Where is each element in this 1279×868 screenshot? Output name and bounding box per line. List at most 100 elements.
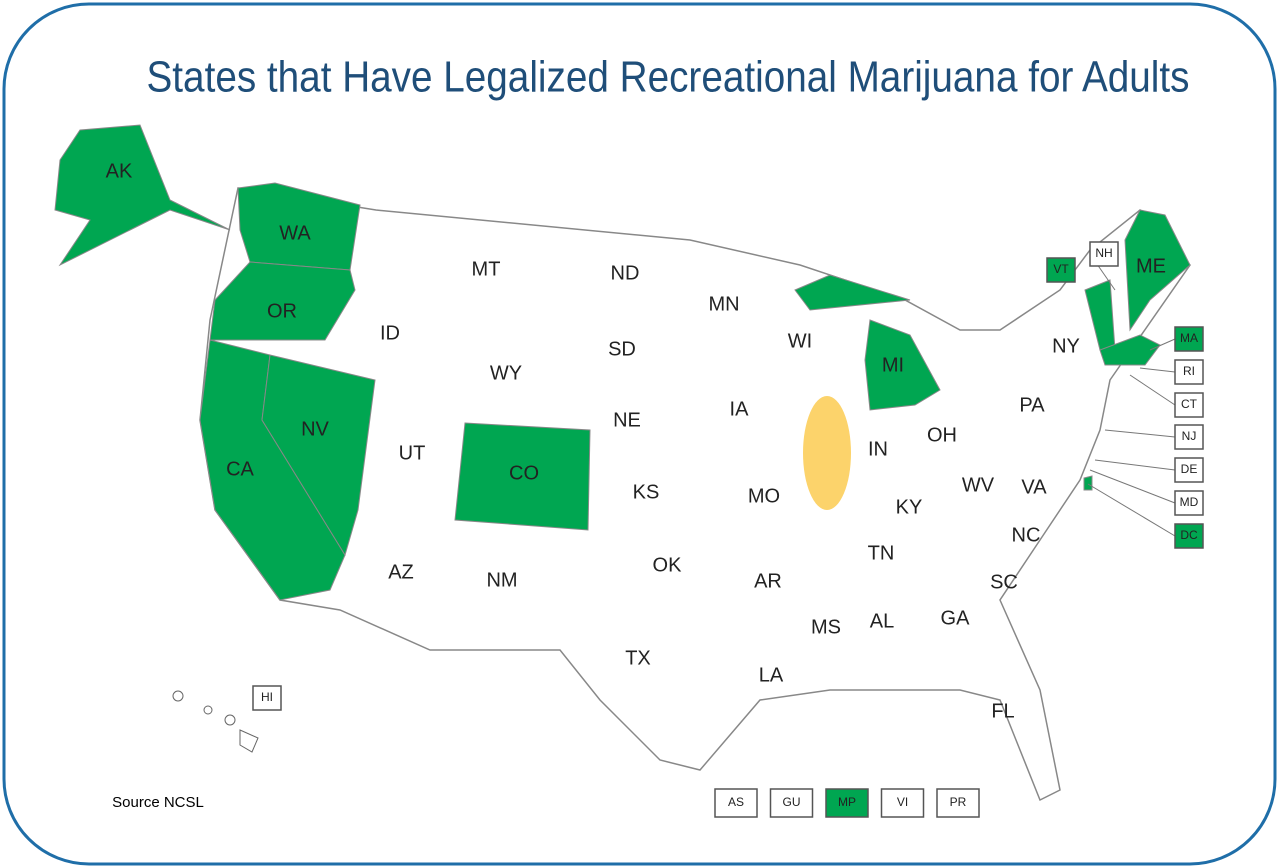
- territory-box: GU: [769, 788, 814, 818]
- state-label: GA: [941, 607, 971, 629]
- box: [714, 788, 758, 818]
- territory-label: GU: [783, 795, 801, 809]
- state-label: ME: [1136, 255, 1166, 277]
- box: [1174, 392, 1204, 418]
- box-label: DE: [1181, 462, 1198, 476]
- territory-box: AS: [714, 788, 758, 818]
- leader-line: [1149, 338, 1176, 351]
- state-label: OR: [267, 300, 297, 322]
- territory-label: VI: [897, 795, 908, 809]
- leader-line: [1129, 374, 1176, 406]
- state-label: ID: [380, 322, 400, 344]
- state-shape: [794, 274, 911, 311]
- state-label: AR: [754, 570, 782, 592]
- state-label: WY: [490, 362, 522, 384]
- box: [1174, 424, 1204, 450]
- state-label: NY: [1052, 335, 1080, 357]
- box: [1174, 523, 1204, 549]
- state-shape: [1099, 334, 1161, 366]
- state-label: AL: [870, 610, 894, 632]
- state-box: NJ: [1174, 424, 1204, 450]
- state-box: CT: [1174, 392, 1204, 418]
- state-label: CO: [509, 462, 539, 484]
- state-label: KS: [633, 481, 660, 503]
- leader-line: [1104, 429, 1176, 438]
- state-label: MN: [708, 293, 739, 315]
- state-label: IN: [868, 438, 888, 460]
- state-shape: [1083, 475, 1093, 491]
- leader-line: [1087, 483, 1176, 537]
- box-label: CT: [1181, 397, 1198, 411]
- state-label: NE: [613, 409, 641, 431]
- state-shape: [209, 261, 356, 341]
- state-label: OH: [927, 424, 957, 446]
- state-label: TX: [625, 647, 651, 669]
- box: [252, 685, 282, 711]
- state-label: WA: [279, 222, 311, 244]
- leader-line: [1139, 367, 1176, 373]
- state-label: FL: [991, 700, 1014, 722]
- state-box: MA: [1174, 326, 1204, 352]
- box: [825, 788, 869, 818]
- state-label: ND: [611, 262, 640, 284]
- state-label: MS: [811, 616, 841, 638]
- box: [1174, 490, 1204, 516]
- box-label: VT: [1053, 262, 1069, 276]
- territory-label: MP: [838, 795, 856, 809]
- state-label: VA: [1021, 476, 1047, 498]
- box: [1174, 326, 1204, 352]
- state-label: KY: [896, 496, 923, 518]
- box: [1089, 241, 1119, 267]
- territory-box: PR: [936, 788, 980, 818]
- state-label: CA: [226, 458, 254, 480]
- box: [936, 788, 980, 818]
- box-label: MD: [1180, 495, 1199, 509]
- state-label: WI: [788, 330, 812, 352]
- box: [1174, 359, 1204, 385]
- box-label: MA: [1180, 331, 1198, 345]
- state-label: NC: [1012, 524, 1041, 546]
- state-label: AK: [106, 160, 133, 182]
- state-box: DE: [1174, 457, 1204, 483]
- state-shape: [864, 319, 941, 411]
- state-box: HI: [252, 685, 282, 711]
- box: [880, 788, 925, 818]
- state-label: SC: [990, 571, 1018, 593]
- box: [1174, 457, 1204, 483]
- source: Source NCSL: [112, 794, 204, 811]
- state-label: IA: [730, 398, 750, 420]
- box: [1046, 257, 1076, 283]
- territory-label: AS: [728, 795, 744, 809]
- state-label: SD: [608, 338, 636, 360]
- territory-label: PR: [950, 795, 967, 809]
- state-label: NM: [486, 569, 517, 591]
- state-box: RI: [1174, 359, 1204, 385]
- state-shape: [261, 354, 376, 557]
- box-label: NH: [1095, 246, 1112, 260]
- state-label: MT: [472, 258, 501, 280]
- state-label: NV: [301, 418, 329, 440]
- state-label: OK: [653, 554, 683, 576]
- state-shape: [54, 124, 231, 267]
- state-label: UT: [399, 442, 426, 464]
- state-box: MD: [1174, 490, 1204, 516]
- state-label: AZ: [388, 561, 414, 583]
- us-outline: [199, 187, 1191, 802]
- state-label: TN: [868, 542, 895, 564]
- box: [769, 788, 814, 818]
- state-box: DC: [1174, 523, 1204, 549]
- state-label: MO: [748, 485, 780, 507]
- box-label: HI: [261, 690, 273, 704]
- state-box: NH: [1089, 241, 1119, 267]
- highlight: [803, 396, 851, 510]
- box-label: DC: [1180, 528, 1198, 542]
- state-shape: [454, 422, 591, 531]
- hawaii-islands: [172, 690, 259, 753]
- state-label: WV: [962, 474, 995, 496]
- box-label: RI: [1183, 364, 1195, 378]
- territory-box: VI: [880, 788, 925, 818]
- leader-line: [1094, 459, 1176, 471]
- state-label: PA: [1019, 394, 1045, 416]
